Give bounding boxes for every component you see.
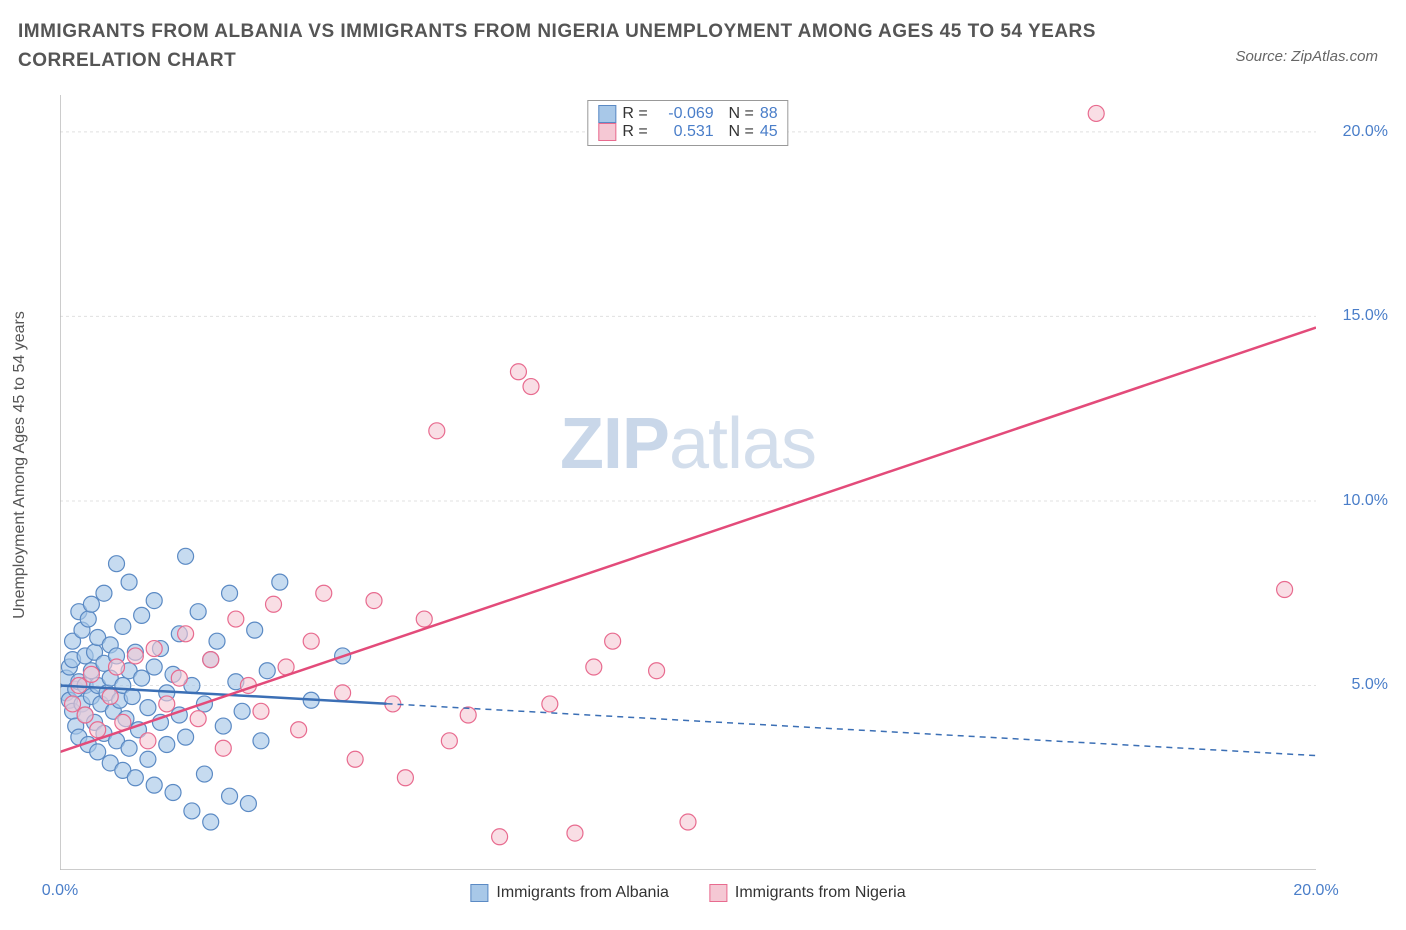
legend-r-label: R =	[622, 123, 647, 141]
legend-item-albania: Immigrants from Albania	[470, 884, 669, 902]
chart-plot-area: ZIPatlas R = -0.069 N = 88 R = 0.531 N =…	[60, 95, 1316, 870]
legend-swatch-nigeria	[598, 123, 616, 141]
x-tick-label: 20.0%	[1293, 882, 1338, 900]
series-legend: Immigrants from Albania Immigrants from …	[470, 884, 905, 902]
x-tick-label: 0.0%	[42, 882, 78, 900]
legend-n-label: N =	[720, 105, 754, 123]
correlation-legend: R = -0.069 N = 88 R = 0.531 N = 45	[587, 100, 788, 146]
legend-row-nigeria: R = 0.531 N = 45	[598, 123, 777, 141]
y-tick-label: 20.0%	[1343, 123, 1388, 141]
legend-r-value-0: -0.069	[654, 105, 714, 123]
legend-r-value-1: 0.531	[654, 123, 714, 141]
source-attribution: Source: ZipAtlas.com	[1235, 48, 1378, 65]
legend-label-nigeria: Immigrants from Nigeria	[735, 884, 906, 902]
legend-n-value-0: 88	[760, 105, 778, 123]
legend-swatch-albania	[598, 105, 616, 123]
chart-title: IMMIGRANTS FROM ALBANIA VS IMMIGRANTS FR…	[18, 18, 1186, 75]
y-tick-label: 5.0%	[1352, 676, 1388, 694]
legend-n-value-1: 45	[760, 123, 778, 141]
legend-n-label: N =	[720, 123, 754, 141]
legend-label-albania: Immigrants from Albania	[496, 884, 669, 902]
y-axis-label: Unemployment Among Ages 45 to 54 years	[11, 311, 29, 619]
y-tick-label: 15.0%	[1343, 307, 1388, 325]
legend-row-albania: R = -0.069 N = 88	[598, 105, 777, 123]
y-tick-label: 10.0%	[1343, 492, 1388, 510]
legend-item-nigeria: Immigrants from Nigeria	[709, 884, 906, 902]
legend-swatch-albania-bottom	[470, 884, 488, 902]
scatter-plot-svg	[60, 95, 1316, 870]
legend-r-label: R =	[622, 105, 647, 123]
legend-swatch-nigeria-bottom	[709, 884, 727, 902]
